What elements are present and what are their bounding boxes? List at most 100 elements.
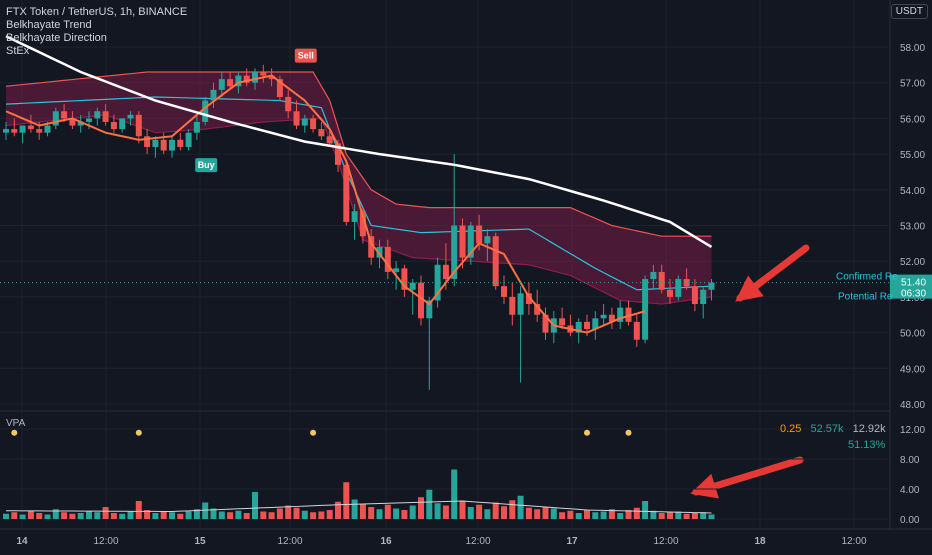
volume-bar [202, 502, 209, 519]
candle-body [501, 286, 507, 297]
volume-bar [642, 501, 649, 519]
candle-body [202, 100, 209, 122]
last-price-badge [890, 274, 932, 299]
candle-body [169, 139, 175, 151]
volume-bar [52, 509, 59, 519]
candle-body [36, 129, 43, 133]
volume-bar [525, 507, 532, 519]
candle-body [127, 114, 134, 119]
band-upper-line [5, 71, 712, 237]
signal-label: Buy [198, 160, 215, 170]
volume-bar [285, 505, 292, 519]
indicator-belkhayate-trend[interactable]: Belkhayate Trend [6, 19, 92, 31]
vpa-y-tick-label: 8.00 [900, 455, 920, 466]
volume-bar [268, 512, 275, 519]
volume-bar [633, 507, 640, 519]
x-tick-label: 14 [16, 536, 28, 547]
volume-bar [110, 513, 117, 519]
volume-ma-line [5, 500, 712, 514]
volume-bar [476, 504, 483, 519]
volume-bar [102, 507, 109, 519]
y-tick-label: 58.00 [900, 43, 925, 54]
volume-bar [368, 507, 375, 519]
candle-body [625, 307, 632, 322]
candle-body [110, 121, 117, 130]
band-mid-line [5, 96, 712, 291]
vpa-dot [310, 429, 317, 436]
candle-body [185, 132, 192, 147]
candle-body [310, 118, 317, 130]
sell-signal: Sell [294, 48, 317, 63]
candle-body [343, 164, 350, 222]
vpa-y-tick-label: 4.00 [900, 485, 920, 496]
x-tick-label: 18 [754, 536, 766, 547]
volume-bar [335, 501, 341, 519]
y-tick-label: 55.00 [900, 150, 925, 161]
indicator-stex[interactable]: StEx [6, 45, 30, 57]
candle-body [227, 79, 234, 87]
arrow-head [735, 275, 764, 302]
vpa-value-c: 12.92k [852, 423, 886, 435]
candle-body [700, 289, 707, 305]
y-tick-label: 54.00 [900, 186, 925, 197]
candle-body [409, 282, 416, 290]
volume-bar [542, 507, 549, 519]
candle-body [335, 143, 341, 165]
last-price-label: 51.40 [901, 278, 926, 289]
vpa-dot [584, 429, 590, 436]
candle-body [525, 293, 532, 305]
volume-bar [61, 512, 68, 519]
volume-bar [691, 513, 698, 519]
volume-bar [169, 512, 175, 519]
volume-bar [3, 513, 9, 519]
vpa-y-tick-label: 0.00 [900, 515, 920, 526]
volume-bar [575, 513, 582, 519]
volume-bar [708, 514, 715, 519]
vpa-y-tick-label: 12.00 [900, 425, 925, 436]
volume-bar [393, 508, 400, 519]
candle-body [293, 111, 300, 126]
x-tick-label: 12:00 [93, 536, 118, 547]
volume-bar [667, 512, 673, 519]
volume-bar [459, 501, 466, 519]
candle-body [509, 296, 516, 315]
candle-body [393, 268, 400, 272]
signal-badge [195, 158, 218, 173]
indicator-belkhayate-direction[interactable]: Belkhayate Direction [6, 32, 107, 44]
symbol-title[interactable]: FTX Token / TetherUS, 1h, BINANCE [6, 6, 188, 18]
volume-bar [658, 513, 665, 519]
arrow-head [690, 473, 719, 499]
chart-header: FTX Token / TetherUS, 1h, BINANCE Belkha… [6, 6, 187, 58]
candle-body [268, 75, 275, 80]
volume-bar [584, 510, 590, 519]
currency-badge[interactable]: USDT [890, 4, 928, 19]
candle-body [160, 139, 167, 151]
volume-bar [484, 509, 491, 519]
vpa-value-b: 52.57k [810, 423, 844, 435]
volume-bar [152, 513, 159, 519]
candle-body [177, 139, 184, 147]
vpa-value-a: 0.25 [780, 423, 802, 435]
candle-body [442, 264, 449, 280]
candle-body [285, 96, 292, 112]
candle-body [102, 111, 109, 122]
volume-bar [27, 510, 34, 519]
candle-body [61, 111, 68, 119]
vpa-dot [625, 429, 632, 436]
candle-body [675, 279, 682, 297]
vpa-percent: 51.13% [848, 439, 886, 451]
candle-body [69, 118, 76, 126]
vpa-dot [11, 429, 18, 436]
volume-bar [69, 513, 76, 519]
potential-label: Potential Re [838, 292, 893, 303]
volume-bar [293, 507, 300, 519]
candle-body [326, 136, 333, 144]
volume-bar [700, 512, 707, 519]
candle-body [708, 282, 715, 290]
candle-body [608, 314, 615, 322]
vpa-label[interactable]: VPA [6, 418, 26, 429]
candle-body [484, 236, 491, 244]
